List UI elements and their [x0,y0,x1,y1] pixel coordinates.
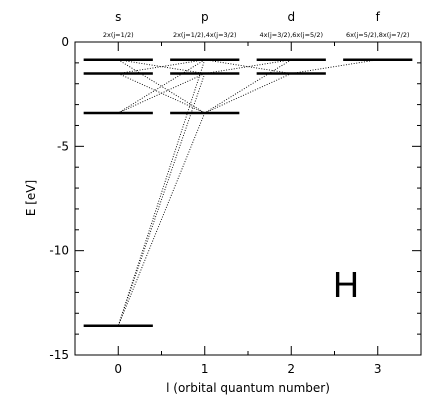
column-header: f [376,10,381,24]
transition-line [117,112,206,326]
axes: 0 -5 -10 -15 0 1 2 3 [49,35,422,376]
column-headers: s 2x(j=1/2) p 2x(j=1/2),4x(j=3/2) d 4x(j=3/2)… [103,10,410,39]
transition-line [118,59,205,74]
x-axis-title: l (orbital quantum number) [166,381,330,395]
column-header: d [287,10,295,24]
transition-line [118,59,205,74]
plot-frame [74,41,422,356]
y-tick-label: -15 [49,348,69,362]
transition-line [204,59,292,74]
column-header: s [115,10,121,24]
x-tick-label: 1 [201,362,209,376]
transition-lines [117,59,378,326]
y-tick-label: -5 [57,139,69,153]
column-subheader: 2x(j=1/2) [103,31,134,39]
column-subheader: 6x(j=5/2),8x(j=7/2) [346,31,410,39]
transition-line [291,59,378,74]
column-subheader: 2x(j=1/2),4x(j=3/2) [173,31,237,39]
column-subheader: 4x(j=3/2),6x(j=5/2) [259,31,323,39]
x-tick-label: 2 [287,362,295,376]
y-axis-title: E [eV] [24,180,38,216]
transition-line [204,59,292,114]
transition-line [204,59,292,74]
transition-line [117,73,206,326]
transition-line [117,59,206,326]
x-tick-label: 0 [114,362,122,376]
y-tick-label: 0 [61,35,69,49]
y-tick-label: -10 [49,244,69,258]
transition-line [118,73,205,114]
energy-levels [83,58,413,328]
column-header: p [201,10,209,24]
x-tick-label: 3 [374,362,382,376]
transition-line [204,73,292,114]
element-label: H [333,264,359,305]
